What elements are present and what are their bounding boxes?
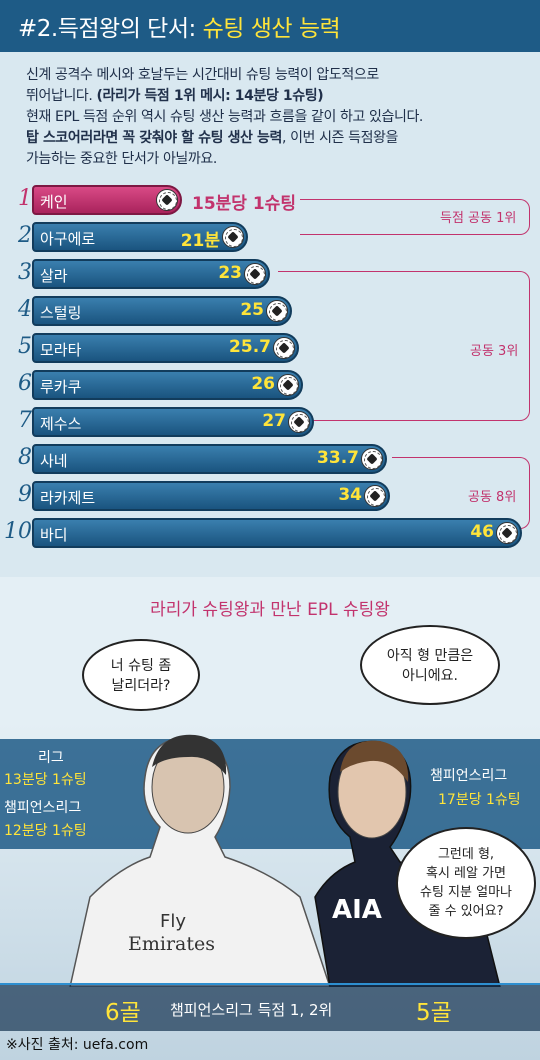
player-name: 케인	[40, 193, 68, 211]
rank-bar: 바디	[32, 518, 522, 548]
rank-bar: 사네	[32, 444, 387, 474]
player-name: 루카쿠	[40, 378, 82, 396]
right-ucl-value: 17분당 1슈팅	[438, 792, 521, 808]
shot-interval-value: 23	[218, 263, 242, 283]
shot-interval-value: 26	[251, 374, 275, 394]
bottom-caption-bar: 6골 챔피언스리그 득점 1, 2위 5골	[0, 983, 540, 1031]
rank-bar: 제수스	[32, 407, 314, 437]
soccer-ball-icon	[156, 189, 178, 211]
player-name: 아구에로	[40, 230, 96, 248]
ucl-ranking-caption: 챔피언스리그 득점 1, 2위	[170, 1001, 333, 1019]
player-name: 바디	[40, 526, 68, 544]
speech-bubble-right: 아직 형 만큼은 아니에요.	[360, 625, 500, 705]
shot-interval-value: 21분	[180, 231, 220, 251]
soccer-ball-icon	[361, 448, 383, 470]
bubble-bottom-line-3: 슈팅 지분 얼마나	[420, 885, 512, 900]
shot-interval-value: 15분당 1슈팅	[192, 194, 296, 214]
intro-line-3: 현재 EPL 득점 순위 역시 슈팅 생산 능력과 흐름을 같이 하고 있습니다…	[26, 109, 423, 125]
left-goals: 6골	[105, 1000, 141, 1026]
shot-interval-value: 46	[470, 522, 494, 542]
rank-number: 5	[18, 334, 32, 359]
title-prefix: #2.득점왕의 단서:	[18, 16, 203, 42]
soccer-ball-icon	[222, 226, 244, 248]
group-label-3: 공동 3위	[470, 344, 519, 359]
intro-line-5: 가늠하는 중요한 단서가 아닐까요.	[26, 151, 217, 167]
jersey-left-emirates: Emirates	[128, 933, 216, 955]
intro-line-1: 신계 공격수 메시와 호날두는 시간대비 슈팅 능력이 압도적으로	[26, 67, 379, 83]
intro-line-4: 탑 스코어러라면 꼭 갖춰야 할 슈팅 생산 능력, 이번 시즌 득점왕을	[26, 127, 398, 147]
soccer-ball-icon	[244, 263, 266, 285]
bubble-bottom-line-1: 그런데 형,	[437, 847, 495, 862]
shot-interval-value: 25	[240, 300, 264, 320]
group-bracket-3	[278, 271, 530, 421]
group-bracket-1	[300, 199, 530, 235]
shot-interval-value: 33.7	[317, 448, 359, 468]
rank-number: 4	[18, 297, 32, 322]
rank-bar: 케인	[32, 185, 182, 215]
rank-number: 2	[18, 223, 32, 248]
speech-bubble-bottom: 그런데 형, 혹시 레알 가면 슈팅 지분 얼마나 줄 수 있어요?	[396, 827, 536, 939]
rank-number: 1	[18, 186, 32, 211]
intro-line-2b: (라리가 득점 1위 메시: 14분당 1슈팅)	[96, 88, 324, 104]
player-name: 제수스	[40, 415, 82, 433]
rank-bar: 라카제트	[32, 481, 390, 511]
ranking-chart: 득점 공동 1위 공동 3위 공동 8위 1 케인 15분당 1슈팅 2 아구에로 21분…	[0, 177, 540, 577]
player-name: 모라타	[40, 341, 82, 359]
shot-interval-value: 27	[262, 411, 286, 431]
soccer-ball-icon	[273, 337, 295, 359]
bubble-left-line-1: 너 슈팅 좀	[110, 658, 172, 674]
rank-number: 10	[4, 519, 32, 544]
rank-bar: 살라	[32, 259, 270, 289]
title-highlight: 슈팅 생산 능력	[202, 16, 341, 42]
rank-bar: 루카쿠	[32, 370, 303, 400]
soccer-ball-icon	[288, 411, 310, 433]
intro-line-4a: 탑 스코어러라면 꼭 갖춰야 할 슈팅 생산 능력	[26, 130, 282, 146]
intro-line-4b: , 이번 시즌 득점왕을	[281, 130, 399, 146]
jersey-left-fly: Fly	[160, 911, 187, 932]
photo-credit: ※사진 출처: uefa.com	[6, 1037, 149, 1053]
comic-title: 라리가 슈팅왕과 만난 EPL 슈팅왕	[150, 600, 390, 620]
group-label-8: 공동 8위	[468, 490, 517, 505]
player-name: 스털링	[40, 304, 82, 322]
soccer-ball-icon	[266, 300, 288, 322]
header-banner: #2.득점왕의 단서: 슈팅 생산 능력	[0, 0, 540, 52]
rank-bar: 스털링	[32, 296, 292, 326]
intro-line-2: 뛰어납니다. (라리가 득점 1위 메시: 14분당 1슈팅)	[26, 85, 324, 105]
rank-bar: 모라타	[32, 333, 299, 363]
right-ucl-label: 챔피언스리그	[430, 768, 508, 784]
player-name: 살라	[40, 267, 68, 285]
rank-number: 8	[18, 445, 32, 470]
right-goals: 5골	[416, 1000, 452, 1026]
soccer-ball-icon	[496, 522, 518, 544]
bubble-right-line-2: 아니에요.	[402, 668, 458, 684]
left-league-label: 리그	[38, 750, 64, 766]
comic-section: 라리가 슈팅왕과 만난 EPL 슈팅왕 리그 13분당 1슈팅 챔피언스리그 1…	[0, 577, 540, 1060]
left-ucl-value: 12분당 1슈팅	[4, 823, 87, 839]
player-name: 라카제트	[40, 489, 96, 507]
left-league-value: 13분당 1슈팅	[4, 772, 87, 788]
jersey-right-aia: AIA	[332, 895, 382, 925]
shot-interval-value: 25.7	[229, 337, 271, 357]
bubble-right-line-1: 아직 형 만큼은	[386, 648, 474, 664]
rank-number: 3	[18, 260, 32, 285]
rank-number: 7	[18, 408, 32, 433]
speech-bubble-left: 너 슈팅 좀 날리더라?	[82, 639, 200, 711]
left-ucl-label: 챔피언스리그	[4, 800, 82, 816]
bubble-left-line-2: 날리더라?	[111, 678, 171, 694]
intro-text: 신계 공격수 메시와 호날두는 시간대비 슈팅 능력이 압도적으로 뛰어납니다.…	[0, 52, 540, 177]
soccer-ball-icon	[364, 485, 386, 507]
rank-number: 9	[18, 482, 32, 507]
shot-interval-value: 34	[338, 485, 362, 505]
bubble-bottom-line-4: 줄 수 있어요?	[428, 904, 504, 919]
rank-bar: 아구에로	[32, 222, 248, 252]
intro-line-2a: 뛰어납니다.	[26, 88, 97, 104]
bubble-bottom-line-2: 혹시 레알 가면	[425, 866, 507, 881]
group-label-1: 득점 공동 1위	[440, 211, 517, 226]
rank-number: 6	[18, 371, 32, 396]
page-title: #2.득점왕의 단서: 슈팅 생산 능력	[18, 9, 341, 43]
soccer-ball-icon	[277, 374, 299, 396]
player-name: 사네	[40, 452, 68, 470]
